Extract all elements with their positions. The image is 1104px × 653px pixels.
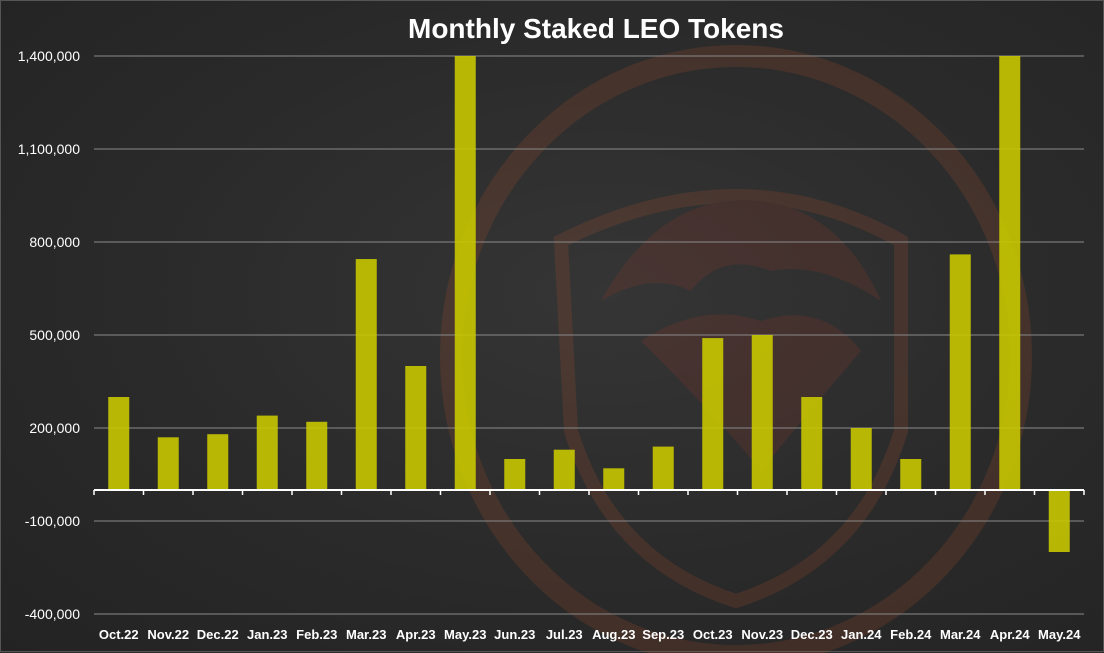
x-tick-label: Aug.23 xyxy=(592,627,635,642)
x-tick-label: Nov.22 xyxy=(147,627,189,642)
bar-jan-24 xyxy=(850,428,872,490)
x-tick-label: Feb.23 xyxy=(296,627,337,642)
x-tick-label: Oct.23 xyxy=(693,627,733,642)
x-tick-label: Apr.23 xyxy=(396,627,436,642)
bar-jun-23 xyxy=(504,459,526,490)
y-tick-label: 200,000 xyxy=(29,420,80,436)
y-tick-label: 500,000 xyxy=(29,327,80,343)
x-tick-label: Jan.23 xyxy=(247,627,287,642)
x-axis xyxy=(93,489,1085,495)
bar-apr-24 xyxy=(999,56,1021,490)
x-tick-label: May.24 xyxy=(1038,627,1081,642)
bar-aug-23 xyxy=(603,468,625,490)
x-tick-label: Dec.23 xyxy=(791,627,833,642)
bar-nov-23 xyxy=(751,335,773,490)
bars xyxy=(108,56,1070,552)
bar-may-24 xyxy=(1048,490,1070,552)
bar-apr-23 xyxy=(405,366,427,490)
x-tick-label: Sep.23 xyxy=(642,627,684,642)
bar-mar-24 xyxy=(949,254,971,490)
bar-oct-23 xyxy=(702,338,724,490)
x-tick-label: Jul.23 xyxy=(546,627,583,642)
bar-feb-23 xyxy=(306,421,328,490)
y-tick-label: 800,000 xyxy=(29,234,80,250)
x-tick-label: Jun.23 xyxy=(494,627,535,642)
bar-dec-22 xyxy=(207,434,229,490)
y-tick-label: -400,000 xyxy=(25,606,80,622)
x-tick-label: Apr.24 xyxy=(990,627,1031,642)
chart-title: Monthly Staked LEO Tokens xyxy=(408,13,784,44)
bar-may-23 xyxy=(454,56,476,490)
y-tick-label: 1,400,000 xyxy=(18,48,80,64)
x-axis-tick-labels: Oct.22 Nov.22 Dec.22 Jan.23 Feb.23 Mar.23 Apr.… xyxy=(99,627,1081,642)
bar-dec-23 xyxy=(801,397,823,490)
bar-feb-24 xyxy=(900,459,922,490)
x-tick-label: Feb.24 xyxy=(890,627,932,642)
x-tick-label: Nov.23 xyxy=(741,627,783,642)
bar-oct-22 xyxy=(108,397,130,490)
x-tick-label: Dec.22 xyxy=(197,627,239,642)
bar-nov-22 xyxy=(157,437,179,490)
lion-logo-watermark xyxy=(440,45,1032,653)
bar-mar-23 xyxy=(355,259,377,490)
bar-jan-23 xyxy=(256,415,278,490)
y-axis-tick-labels: -400,000 -100,000 200,000 500,000 800,000 1,1… xyxy=(18,48,81,622)
x-tick-label: May.23 xyxy=(444,627,486,642)
x-tick-label: Jan.24 xyxy=(841,627,882,642)
bar-jul-23 xyxy=(553,449,575,490)
x-tick-label: Mar.23 xyxy=(346,627,386,642)
x-tick-label: Oct.22 xyxy=(99,627,139,642)
x-tick-label: Mar.24 xyxy=(940,627,981,642)
y-tick-label: 1,100,000 xyxy=(18,141,80,157)
bar-sep-23 xyxy=(652,446,674,490)
y-tick-label: -100,000 xyxy=(25,513,80,529)
